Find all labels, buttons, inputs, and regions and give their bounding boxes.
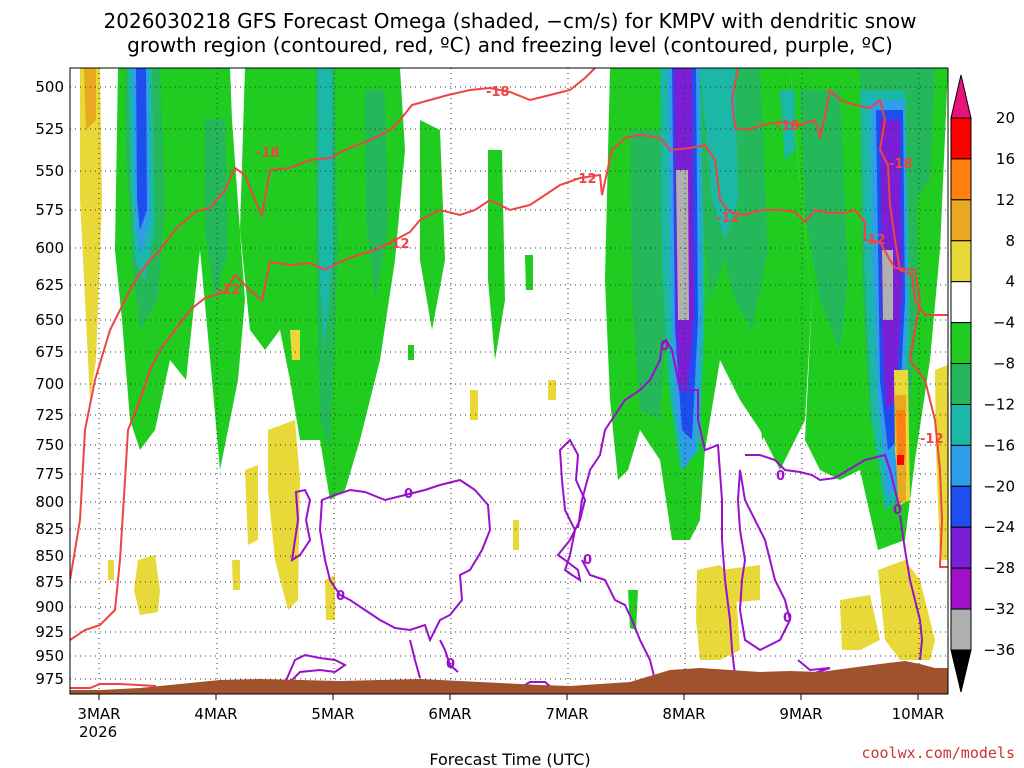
y-tick-label: 700 (35, 375, 64, 393)
y-tick-label: 900 (35, 598, 64, 616)
y-tick-label: 675 (35, 343, 64, 361)
colorbar-label: 4 (1005, 273, 1015, 291)
colorbar-cell (950, 444, 972, 487)
terrain (70, 661, 948, 694)
colorbar-cell (950, 608, 972, 651)
x-tick-label: 4MAR (194, 705, 237, 723)
colorbar-cell (950, 240, 972, 283)
svg-text:0: 0 (404, 487, 413, 502)
colorbar-cell (950, 281, 972, 324)
x-tick-label: 8MAR (662, 705, 705, 723)
svg-text:-12: -12 (862, 233, 886, 248)
colorbar-label: −16 (983, 436, 1015, 454)
x-tick-label: 5MAR (311, 705, 354, 723)
colorbar-cell (950, 117, 972, 160)
y-tick-label: 950 (35, 647, 64, 665)
svg-text:-18: -18 (486, 85, 510, 100)
colorbar-cell (950, 567, 972, 610)
svg-text:0: 0 (783, 611, 792, 626)
colorbar-cell (950, 485, 972, 528)
y-tick-label: 750 (35, 436, 64, 454)
omega-shading: -18 -18 -18 -18 -12 -12 -12 -12 -12 -12 (70, 68, 948, 694)
x-axis-year: 2026 (79, 723, 117, 741)
y-tick-label: 575 (35, 201, 64, 219)
svg-text:-18: -18 (776, 119, 800, 134)
colorbar-label: −8 (993, 355, 1015, 373)
colorbar-cell (950, 322, 972, 365)
svg-text:-18: -18 (256, 146, 280, 161)
y-axis: 500 525 550 575 600 625 650 675 700 725 750 775 800 8… (35, 78, 64, 688)
y-tick-label: 600 (35, 239, 64, 257)
y-tick-label: 850 (35, 547, 64, 565)
y-tick-label: 925 (35, 623, 64, 641)
svg-text:0: 0 (446, 657, 455, 672)
x-tick-label: 3MAR (77, 705, 120, 723)
colorbar-cell (950, 158, 972, 201)
colorbar-label: −32 (983, 600, 1015, 618)
svg-text:-12: -12 (920, 432, 944, 447)
x-axis-title: Forecast Time (UTC) (429, 750, 590, 768)
colorbar-label: −12 (983, 395, 1015, 413)
x-axis: 3MAR 4MAR 5MAR 6MAR 7MAR 8MAR 9MAR 10MAR (77, 694, 944, 723)
x-tick-label: 9MAR (779, 705, 822, 723)
y-tick-label: 825 (35, 520, 64, 538)
y-tick-label: 775 (35, 465, 64, 483)
plot-border (69, 67, 949, 695)
colorbar: 20 16 12 8 4 −4 −8 −12 −16 −20 −24 −28 −32 −36 (950, 74, 1015, 693)
credit-text: coolwx.com/models (861, 744, 1015, 762)
colorbar-label: 8 (1005, 232, 1015, 250)
svg-text:-18: -18 (889, 157, 913, 172)
y-tick-label: 525 (35, 120, 64, 138)
dgz-contours (70, 68, 948, 690)
svg-text:0: 0 (893, 503, 902, 518)
x-tick-label: 7MAR (545, 705, 588, 723)
svg-text:0: 0 (336, 589, 345, 604)
colorbar-label: −20 (983, 477, 1015, 495)
y-tick-label: 500 (35, 78, 64, 96)
y-tick-label: 975 (35, 670, 64, 688)
svg-text:0: 0 (583, 553, 592, 568)
x-tick-label: 10MAR (892, 705, 945, 723)
colorbar-cell (950, 403, 972, 446)
svg-text:-12: -12 (217, 283, 241, 298)
colorbar-label: −24 (983, 518, 1015, 536)
colorbar-cell (950, 363, 972, 405)
chart-title-line2: growth region (contoured, red, ºC) and f… (127, 33, 893, 57)
y-tick-label: 800 (35, 493, 64, 511)
colorbar-top-arrow (950, 74, 972, 119)
y-tick-label: 550 (35, 162, 64, 180)
y-tick-label: 650 (35, 311, 64, 329)
svg-text:-12: -12 (386, 237, 410, 252)
colorbar-label: −36 (983, 641, 1015, 659)
colorbar-label: −28 (983, 559, 1015, 577)
chart-title-line1: 2026030218 GFS Forecast Omega (shaded, −… (104, 9, 917, 33)
svg-text:0: 0 (660, 339, 669, 354)
y-tick-label: 625 (35, 276, 64, 294)
colorbar-cell (950, 199, 972, 242)
colorbar-bottom-arrow (950, 649, 972, 693)
svg-text:-12: -12 (716, 211, 740, 226)
svg-text:-12: -12 (573, 172, 597, 187)
y-tick-label: 875 (35, 573, 64, 591)
colorbar-label: 12 (996, 191, 1015, 209)
colorbar-label: −4 (993, 314, 1015, 332)
colorbar-cell (950, 526, 972, 569)
y-tick-label: 725 (35, 406, 64, 424)
colorbar-label: 16 (996, 150, 1015, 168)
colorbar-label: 20 (996, 109, 1015, 127)
svg-text:0: 0 (776, 469, 785, 484)
x-tick-label: 6MAR (428, 705, 471, 723)
